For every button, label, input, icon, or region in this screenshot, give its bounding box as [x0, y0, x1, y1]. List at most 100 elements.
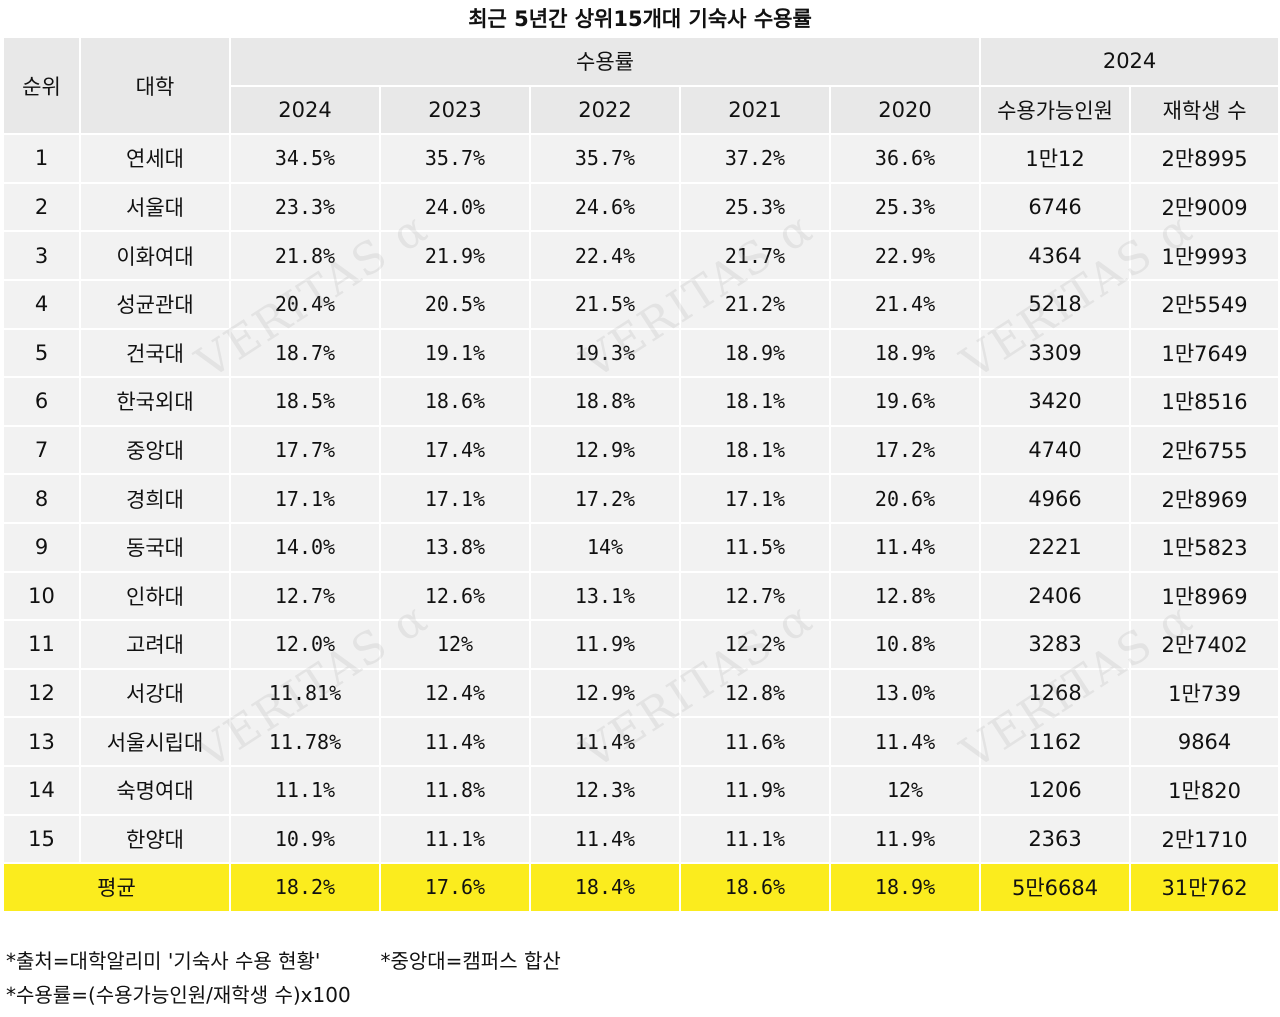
average-rate-cell: 18.2% — [229, 862, 381, 913]
rate-cell: 12.7% — [229, 570, 381, 622]
table-row: 10 인하대 12.7% 12.6% 13.1% 12.7% 12.8% 2406 1만8969 — [2, 570, 1280, 622]
header-year: 2022 — [529, 84, 681, 136]
table-body: 1 연세대 34.5% 35.7% 35.7% 37.2% 36.6% 1만12 2만8995 2… — [2, 133, 1280, 865]
rank-cell: 10 — [2, 570, 81, 622]
rate-cell: 11.5% — [679, 521, 831, 573]
capacity-cell: 4364 — [979, 230, 1132, 281]
university-cell: 숙명여대 — [79, 764, 231, 816]
average-capacity-cell: 5만6684 — [979, 862, 1132, 913]
table-row: 6 한국외대 18.5% 18.6% 18.8% 18.1% 19.6% 3420 1만8516 — [2, 376, 1280, 427]
rank-cell: 12 — [2, 667, 81, 719]
university-cell: 경희대 — [79, 473, 231, 524]
rate-cell: 19.6% — [828, 376, 982, 427]
rate-cell: 17.1% — [229, 473, 381, 524]
rate-cell: 12.9% — [529, 667, 681, 719]
capacity-cell: 2363 — [979, 813, 1132, 865]
table-row: 2 서울대 23.3% 24.0% 24.6% 25.3% 25.3% 6746 2만9009 — [2, 181, 1280, 233]
average-enrolled-cell: 31만762 — [1129, 862, 1280, 913]
enrolled-cell: 2만5549 — [1129, 278, 1280, 330]
enrolled-cell: 2만6755 — [1129, 424, 1280, 476]
capacity-cell: 2406 — [979, 570, 1132, 622]
average-rate-cell: 18.9% — [828, 862, 982, 913]
rate-cell: 34.5% — [229, 133, 381, 184]
rate-cell: 12.9% — [529, 424, 681, 476]
rate-cell: 12.8% — [679, 667, 831, 719]
dormitory-rate-table: 순위 대학 수용률 2024 2024 2023 2022 2021 2020 … — [2, 35, 1280, 913]
capacity-cell: 3283 — [979, 619, 1132, 670]
rate-cell: 23.3% — [229, 181, 381, 233]
rate-cell: 13.8% — [379, 521, 531, 573]
university-cell: 이화여대 — [79, 230, 231, 281]
university-cell: 한국외대 — [79, 376, 231, 427]
university-cell: 서울대 — [79, 181, 231, 233]
rate-cell: 17.7% — [229, 424, 381, 476]
rate-cell: 36.6% — [828, 133, 982, 184]
capacity-cell: 1만12 — [979, 133, 1132, 184]
rate-cell: 22.9% — [828, 230, 982, 281]
rate-cell: 24.6% — [529, 181, 681, 233]
table-row: 14 숙명여대 11.1% 11.8% 12.3% 11.9% 12% 1206 1만820 — [2, 764, 1280, 816]
table-row: 5 건국대 18.7% 19.1% 19.3% 18.9% 18.9% 3309 1만7649 — [2, 327, 1280, 379]
enrolled-cell: 1만5823 — [1129, 521, 1280, 573]
rate-cell: 37.2% — [679, 133, 831, 184]
rate-cell: 11.4% — [828, 716, 982, 767]
header-year-group: 2024 — [979, 36, 1280, 87]
rate-cell: 11.1% — [229, 764, 381, 816]
rate-cell: 11.4% — [828, 521, 982, 573]
rate-cell: 25.3% — [679, 181, 831, 233]
table-row: 8 경희대 17.1% 17.1% 17.2% 17.1% 20.6% 4966 2만8969 — [2, 473, 1280, 524]
rate-cell: 11.9% — [828, 813, 982, 865]
campus-note: *중앙대=캠퍼스 합산 — [380, 949, 561, 973]
table-row: 3 이화여대 21.8% 21.9% 22.4% 21.7% 22.9% 4364 1만9993 — [2, 230, 1280, 281]
rate-cell: 20.5% — [379, 278, 531, 330]
rate-cell: 11.6% — [679, 716, 831, 767]
header-year: 2021 — [679, 84, 831, 136]
rank-cell: 7 — [2, 424, 81, 476]
average-row: 평균 18.2% 17.6% 18.4% 18.6% 18.9% 5만6684 … — [2, 862, 1280, 913]
rank-cell: 3 — [2, 230, 81, 281]
enrolled-cell: 2만7402 — [1129, 619, 1280, 670]
table-title: 최근 5년간 상위15개대 기숙사 수용률 — [468, 7, 812, 31]
rate-cell: 12.6% — [379, 570, 531, 622]
rate-cell: 12.4% — [379, 667, 531, 719]
rate-cell: 18.1% — [679, 424, 831, 476]
capacity-cell: 3309 — [979, 327, 1132, 379]
enrolled-cell: 1만739 — [1129, 667, 1280, 719]
rate-cell: 14% — [529, 521, 681, 573]
university-cell: 중앙대 — [79, 424, 231, 476]
rate-cell: 18.7% — [229, 327, 381, 379]
enrolled-cell: 1만8969 — [1129, 570, 1280, 622]
formula-note: *수용률=(수용가능인원/재학생 수)x100 — [6, 983, 351, 1007]
rank-cell: 13 — [2, 716, 81, 767]
rate-cell: 19.1% — [379, 327, 531, 379]
rate-cell: 11.78% — [229, 716, 381, 767]
capacity-cell: 6746 — [979, 181, 1132, 233]
rank-cell: 4 — [2, 278, 81, 330]
rate-cell: 17.4% — [379, 424, 531, 476]
rate-cell: 11.4% — [379, 716, 531, 767]
footnotes: *출처=대학알리미 '기숙사 수용 현황' *중앙대=캠퍼스 합산 *수용률=(수… — [6, 944, 621, 1012]
rate-cell: 18.9% — [679, 327, 831, 379]
source-note: *출처=대학알리미 '기숙사 수용 현황' — [6, 949, 321, 973]
capacity-cell: 3420 — [979, 376, 1132, 427]
rate-cell: 12.0% — [229, 619, 381, 670]
university-cell: 연세대 — [79, 133, 231, 184]
rate-cell: 13.0% — [828, 667, 982, 719]
rate-cell: 21.8% — [229, 230, 381, 281]
rank-cell: 9 — [2, 521, 81, 573]
rate-cell: 21.7% — [679, 230, 831, 281]
rate-cell: 10.9% — [229, 813, 381, 865]
table-row: 1 연세대 34.5% 35.7% 35.7% 37.2% 36.6% 1만12 2만8995 — [2, 133, 1280, 184]
rate-cell: 20.6% — [828, 473, 982, 524]
enrolled-cell: 1만7649 — [1129, 327, 1280, 379]
enrolled-cell: 1만820 — [1129, 764, 1280, 816]
rate-cell: 10.8% — [828, 619, 982, 670]
university-cell: 인하대 — [79, 570, 231, 622]
university-cell: 서강대 — [79, 667, 231, 719]
average-rate-cell: 18.6% — [679, 862, 831, 913]
rank-cell: 2 — [2, 181, 81, 233]
table-row: 13 서울시립대 11.78% 11.4% 11.4% 11.6% 11.4% 1162 986… — [2, 716, 1280, 767]
rate-cell: 35.7% — [379, 133, 531, 184]
rate-cell: 12.7% — [679, 570, 831, 622]
table-row: 12 서강대 11.81% 12.4% 12.9% 12.8% 13.0% 1268 1만739 — [2, 667, 1280, 719]
